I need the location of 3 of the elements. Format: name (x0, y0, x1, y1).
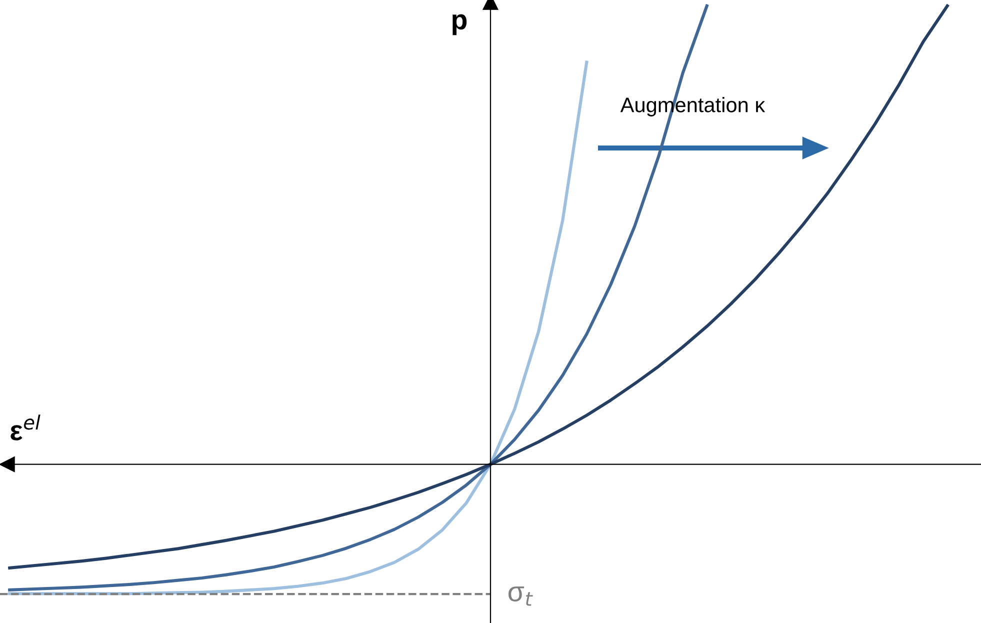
ref-line-label: σ$_{t}$ (508, 586, 533, 606)
y-axis-title: p (452, 14, 467, 36)
x-axis-title: ε$^{el}$ (10, 414, 40, 440)
